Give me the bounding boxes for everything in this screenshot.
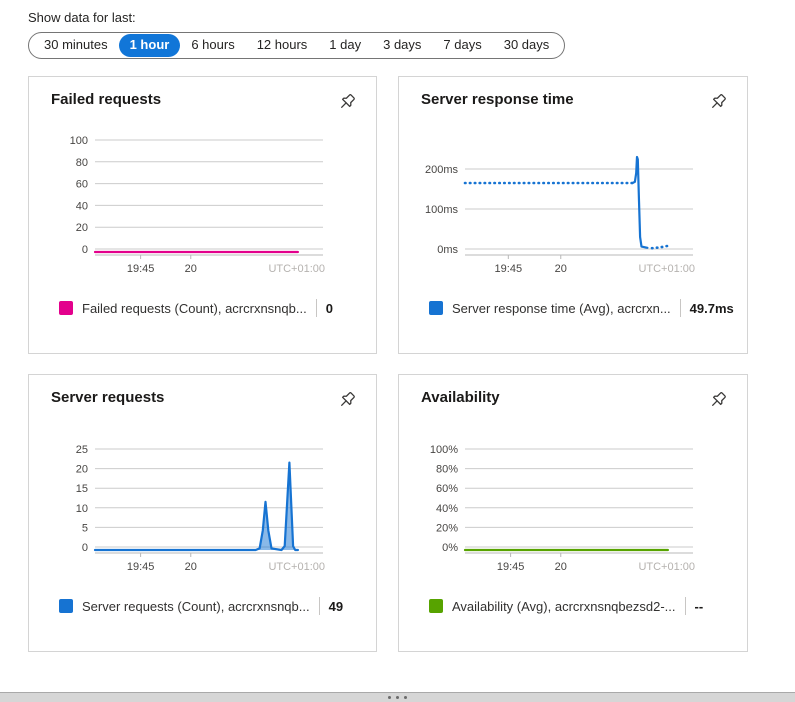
legend-label: Failed requests (Count), acrcrxnsnqb... <box>82 300 307 316</box>
pin-icon <box>341 392 355 406</box>
series-line <box>650 244 672 250</box>
x-tick-label: 20 <box>555 561 567 573</box>
card-header: Server requests <box>29 375 376 411</box>
pin-to-dashboard-button[interactable] <box>707 389 729 411</box>
x-tick-label: 19:45 <box>127 561 155 573</box>
timezone-label: UTC+01:00 <box>268 263 325 275</box>
y-tick-label: 0 <box>82 244 88 256</box>
y-tick-label: 0ms <box>437 244 458 256</box>
y-tick-label: 80 <box>76 157 88 169</box>
splitter-dot <box>388 696 391 699</box>
legend-label: Server requests (Count), acrcrxnsnqb... <box>82 598 310 614</box>
y-tick-label: 40 <box>76 200 88 212</box>
splitter-dot <box>404 696 407 699</box>
y-tick-label: 15 <box>76 483 88 495</box>
time-range-1-day[interactable]: 1 day <box>329 37 362 53</box>
card-header: Availability <box>399 375 747 411</box>
y-tick-label: 200ms <box>425 164 459 176</box>
time-range-3-days[interactable]: 3 days <box>383 37 422 53</box>
metric-card-failed-requests: Failed requests 100 80 60 40 20 0 19:45 20 UTC+01… <box>28 76 377 354</box>
y-tick-label: 20 <box>76 222 88 234</box>
chart-server-requests[interactable]: 25 20 15 10 5 0 19:45 20 UTC+01:00 <box>29 427 377 579</box>
legend[interactable]: Server requests (Count), acrcrxnsnqb... 4… <box>59 597 343 615</box>
splitter-handle[interactable] <box>0 692 795 702</box>
card-header: Server response time <box>399 77 747 113</box>
pin-to-dashboard-button[interactable] <box>707 91 729 113</box>
y-tick-label: 100 <box>70 135 88 147</box>
y-tick-label: 0% <box>442 542 458 554</box>
legend[interactable]: Availability (Avg), acrcrxnsnqbezsd2-...… <box>429 597 703 615</box>
legend[interactable]: Server response time (Avg), acrcrxn... 49… <box>429 299 734 317</box>
chart-server-response-time[interactable]: 200ms 100ms 0ms 19:45 20 UTC+01:00 <box>399 129 747 281</box>
y-tick-label: 60% <box>436 483 458 495</box>
timezone-label: UTC+01:00 <box>268 561 325 573</box>
pin-to-dashboard-button[interactable] <box>336 91 358 113</box>
time-range-6-hours[interactable]: 6 hours <box>191 37 235 53</box>
y-tick-label: 25 <box>76 444 88 456</box>
y-tick-label: 80% <box>436 464 458 476</box>
legend[interactable]: Failed requests (Count), acrcrxnsnqb... 0 <box>59 299 333 317</box>
legend-label: Availability (Avg), acrcrxnsnqbezsd2-... <box>452 598 676 614</box>
time-range-7-days[interactable]: 7 days <box>443 37 482 53</box>
series-line <box>93 461 299 552</box>
pin-icon <box>712 392 726 406</box>
series-area <box>95 462 298 550</box>
y-tick-label: 10 <box>76 503 88 515</box>
timezone-label: UTC+01:00 <box>638 263 695 275</box>
pin-icon <box>341 94 355 108</box>
show-data-for-last-label: Show data for last: <box>28 10 136 25</box>
x-tick-label: 20 <box>555 263 567 275</box>
y-tick-label: 100ms <box>425 204 459 216</box>
chart-availability[interactable]: 100% 80% 60% 40% 20% 0% 19:45 20 UTC+01:00 <box>399 427 747 579</box>
splitter-dot <box>396 696 399 699</box>
card-title: Availability <box>421 389 500 406</box>
card-title: Server response time <box>421 91 574 108</box>
y-tick-label: 20% <box>436 522 458 534</box>
legend-swatch <box>429 599 443 613</box>
time-range-12-hours[interactable]: 12 hours <box>256 37 308 53</box>
metric-charts-grid: Failed requests 100 80 60 40 20 0 19:45 20 UTC+01… <box>28 76 748 652</box>
timezone-label: UTC+01:00 <box>638 561 695 573</box>
x-tick-label: 20 <box>185 263 197 275</box>
legend-divider <box>318 597 320 615</box>
series-line <box>631 155 649 249</box>
chart-failed-requests[interactable]: 100 80 60 40 20 0 19:45 20 UTC+01:00 <box>29 129 377 281</box>
y-tick-label: 60 <box>76 179 88 191</box>
metric-card-availability: Availability 100% 80% 60% 40% 20% 0% 19:45 20 UTC… <box>398 374 748 652</box>
pin-icon <box>712 94 726 108</box>
time-range-30-days[interactable]: 30 days <box>503 37 550 53</box>
card-title: Server requests <box>51 389 165 406</box>
legend-divider <box>315 299 317 317</box>
legend-swatch <box>59 599 73 613</box>
y-tick-label: 100% <box>430 444 458 456</box>
legend-divider <box>679 299 681 317</box>
x-tick-label: 19:45 <box>495 263 523 275</box>
legend-swatch <box>429 301 443 315</box>
legend-divider <box>684 597 686 615</box>
pin-to-dashboard-button[interactable] <box>336 389 358 411</box>
legend-swatch <box>59 301 73 315</box>
y-tick-label: 20 <box>76 464 88 476</box>
time-range-picker: 30 minutes 1 hour 6 hours 12 hours 1 day 3 da… <box>28 32 566 59</box>
x-tick-label: 19:45 <box>497 561 525 573</box>
y-tick-label: 0 <box>82 542 88 554</box>
card-title: Failed requests <box>51 91 162 108</box>
legend-value: -- <box>694 598 704 614</box>
legend-value: 0 <box>325 300 333 316</box>
time-range-30-minutes[interactable]: 30 minutes <box>44 37 108 53</box>
legend-value: 49.7ms <box>689 300 734 316</box>
x-tick-label: 20 <box>185 561 197 573</box>
legend-value: 49 <box>328 598 344 614</box>
time-range-1-hour[interactable]: 1 hour <box>118 34 181 57</box>
y-tick-label: 40% <box>436 503 458 515</box>
x-tick-label: 19:45 <box>127 263 155 275</box>
legend-label: Server response time (Avg), acrcrxn... <box>452 300 671 316</box>
metric-card-server-response-time: Server response time 200ms 100ms 0ms 19:45 20… <box>398 76 748 354</box>
metric-card-server-requests: Server requests 25 20 15 10 5 0 19:45 20 UTC+01:0… <box>28 374 377 652</box>
y-tick-label: 5 <box>82 522 88 534</box>
card-header: Failed requests <box>29 77 376 113</box>
